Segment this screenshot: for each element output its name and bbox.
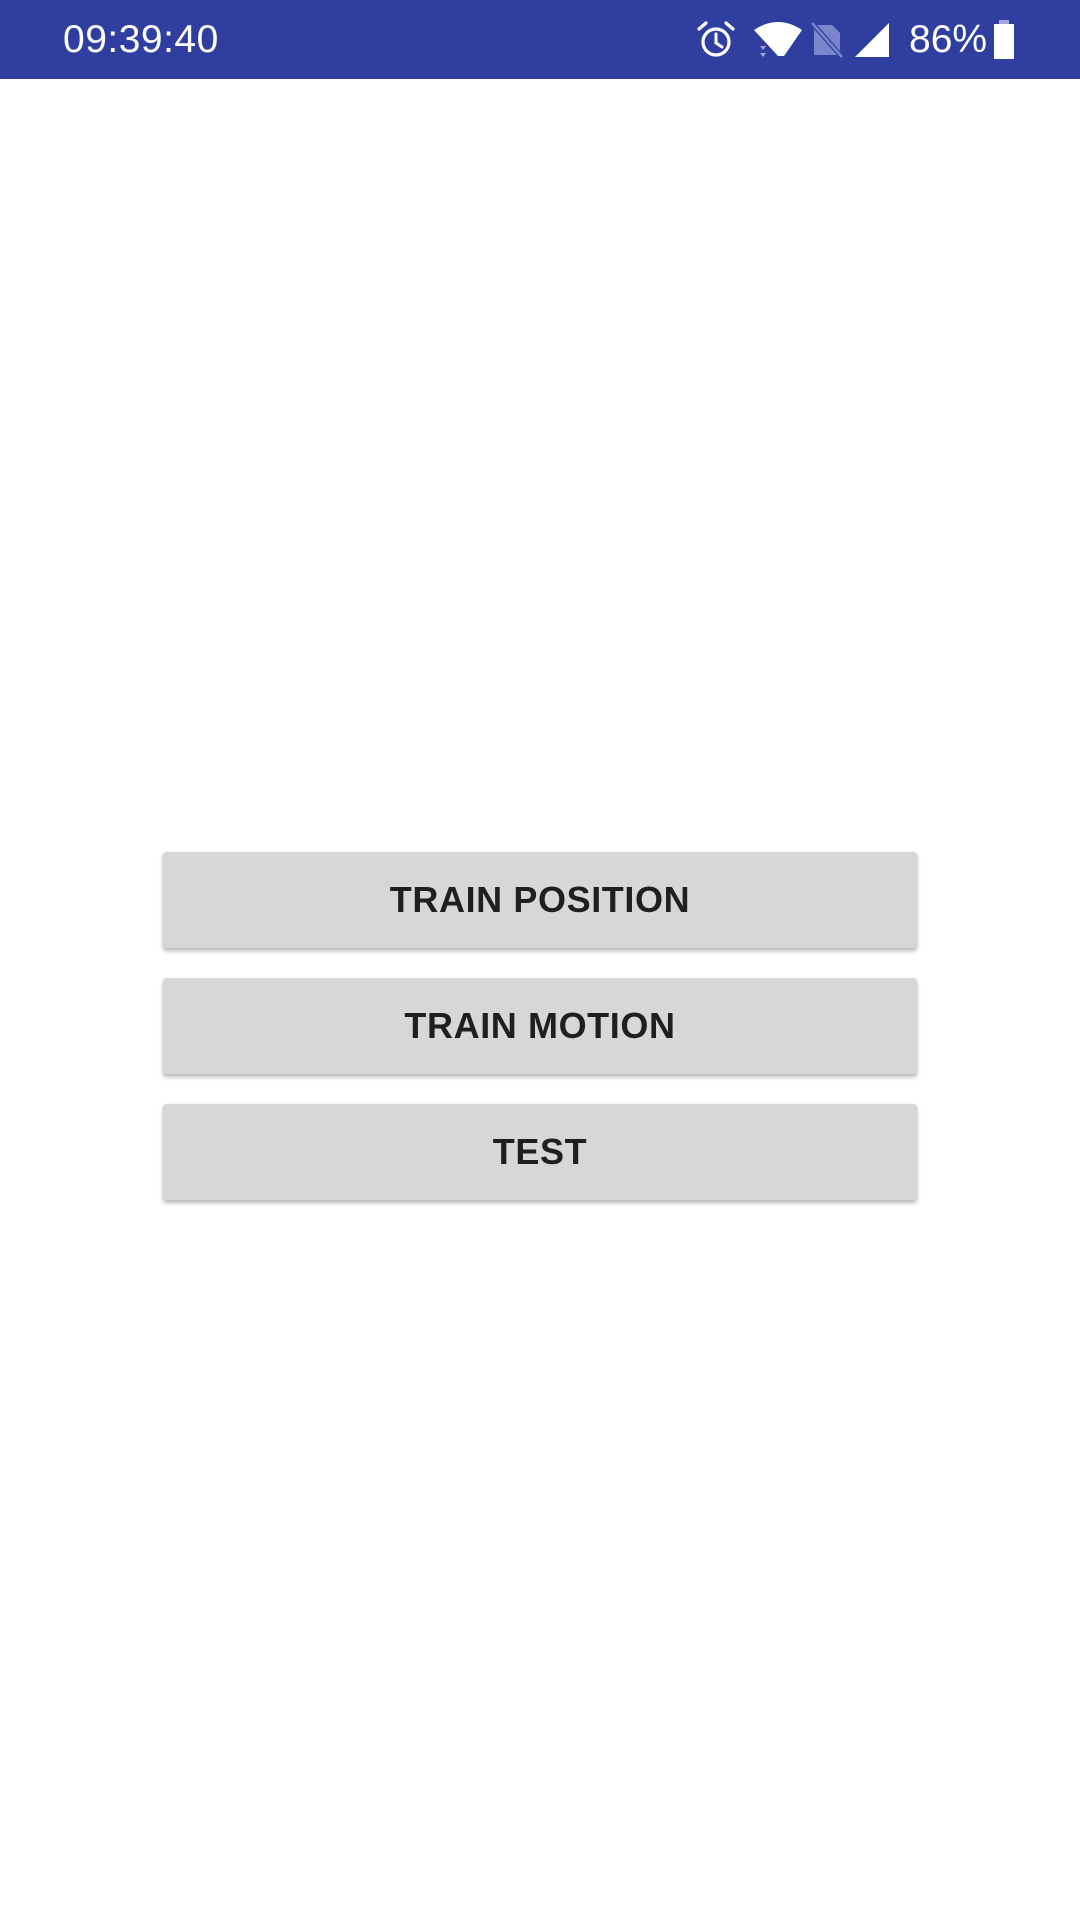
- train-position-button[interactable]: TRAIN POSITION: [163, 852, 917, 948]
- alarm-icon: [697, 21, 735, 57]
- status-bar: 09:39:40 86%: [0, 0, 1080, 79]
- battery-icon: [994, 20, 1014, 59]
- battery-percent: 86%: [909, 18, 988, 61]
- train-motion-button[interactable]: TRAIN MOTION: [163, 978, 917, 1074]
- signal-icon: [855, 23, 889, 57]
- no-sim-icon: [810, 21, 844, 59]
- wifi-icon: [754, 22, 802, 57]
- status-time: 09:39:40: [63, 18, 219, 61]
- test-button[interactable]: TEST: [163, 1104, 917, 1200]
